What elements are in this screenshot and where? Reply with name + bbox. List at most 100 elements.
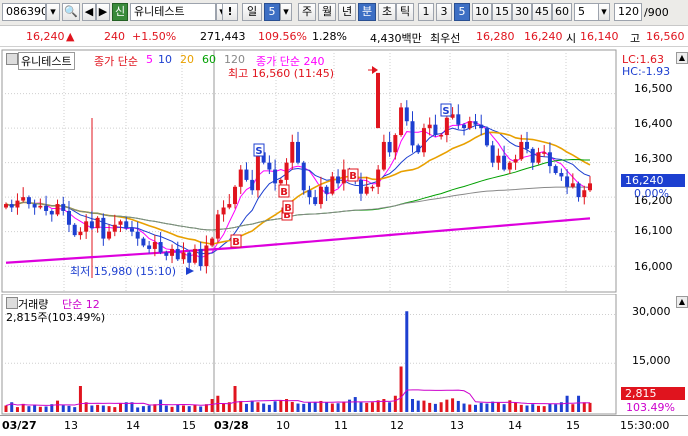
candle-body[interactable] — [32, 204, 37, 208]
interval-button-3[interactable]: 3 — [436, 3, 452, 21]
candle-body[interactable] — [479, 124, 484, 129]
volume-bar[interactable] — [302, 403, 306, 412]
candle-body[interactable] — [381, 141, 386, 170]
vol-scroll-icon[interactable]: ▲ — [676, 296, 688, 308]
volume-bar[interactable] — [147, 405, 151, 413]
candle-body[interactable] — [336, 176, 341, 184]
prev-stock-button[interactable]: ◀ — [82, 3, 96, 21]
candle-body[interactable] — [439, 135, 444, 137]
candle-body[interactable] — [61, 204, 66, 211]
candle-body[interactable] — [496, 155, 501, 163]
next-stock-button[interactable]: ▶ — [96, 3, 110, 21]
volume-bar[interactable] — [33, 404, 37, 412]
candle-body[interactable] — [519, 141, 524, 160]
candle-body[interactable] — [444, 117, 449, 136]
candle-body[interactable] — [490, 145, 495, 163]
volume-bar[interactable] — [256, 402, 260, 412]
volume-bar[interactable] — [73, 407, 77, 412]
volume-bar[interactable] — [170, 406, 174, 412]
volume-bar[interactable] — [176, 404, 180, 412]
volume-bar[interactable] — [479, 402, 483, 412]
volume-bar[interactable] — [193, 404, 197, 412]
search-icon[interactable]: 🔍 — [62, 3, 80, 21]
volume-bar[interactable] — [119, 403, 123, 412]
stock-name-field[interactable]: 유니테스트 — [130, 3, 216, 21]
candle-body[interactable] — [433, 124, 438, 136]
volume-bar[interactable] — [101, 405, 105, 413]
period-day-button[interactable]: 일 — [242, 3, 262, 21]
volume-bar[interactable] — [153, 404, 157, 412]
candle-body[interactable] — [307, 190, 312, 198]
volume-bar[interactable] — [485, 403, 489, 412]
candle-body[interactable] — [44, 205, 49, 211]
high-candle[interactable] — [376, 72, 380, 129]
volume-bar[interactable] — [399, 366, 403, 413]
candle-body[interactable] — [484, 128, 489, 146]
candle-body[interactable] — [376, 169, 381, 187]
candle-body[interactable] — [250, 179, 255, 191]
volume-bar[interactable] — [456, 400, 460, 412]
volume-bar[interactable] — [313, 402, 317, 412]
candle-body[interactable] — [313, 197, 318, 205]
candle-body[interactable] — [456, 114, 461, 125]
volume-bar[interactable] — [473, 404, 477, 412]
volume-bar[interactable] — [502, 404, 506, 412]
volume-bar[interactable] — [462, 403, 466, 412]
volume-bar[interactable] — [50, 404, 54, 412]
candle-body[interactable] — [255, 152, 260, 191]
volume-bar[interactable] — [239, 400, 243, 412]
candle-body[interactable] — [399, 107, 404, 136]
candle-body[interactable] — [410, 121, 415, 146]
candle-body[interactable] — [9, 204, 14, 208]
volume-bar[interactable] — [525, 405, 529, 413]
candle-body[interactable] — [198, 248, 203, 267]
candle-body[interactable] — [364, 186, 369, 194]
candle-body[interactable] — [141, 238, 146, 246]
volume-bar[interactable] — [422, 400, 426, 412]
volume-bar[interactable] — [4, 405, 8, 413]
candle-body[interactable] — [175, 248, 180, 260]
volume-bar[interactable] — [496, 402, 500, 412]
buy-signal-icon[interactable] — [230, 234, 242, 248]
volume-bar[interactable] — [411, 399, 415, 412]
candle-body[interactable] — [15, 200, 20, 208]
sell-signal-icon[interactable] — [440, 103, 452, 117]
volume-bar[interactable] — [514, 402, 518, 412]
volume-bar[interactable] — [508, 400, 512, 412]
candle-body[interactable] — [107, 231, 112, 239]
candle-body[interactable] — [284, 162, 289, 180]
candle-body[interactable] — [530, 148, 535, 163]
period-tab-3[interactable]: 분 — [358, 3, 376, 21]
volume-bar[interactable] — [330, 403, 334, 412]
volume-bar[interactable] — [222, 403, 226, 412]
interval-button-5[interactable]: 5 — [454, 3, 470, 21]
candle-body[interactable] — [129, 228, 134, 232]
volume-bar[interactable] — [199, 406, 203, 412]
volume-bar[interactable] — [61, 405, 65, 412]
candle-body[interactable] — [244, 169, 249, 180]
candle-body[interactable] — [4, 204, 8, 208]
candle-body[interactable] — [502, 155, 507, 170]
interval-dropdown[interactable]: ▾ — [598, 3, 610, 21]
volume-bar[interactable] — [44, 406, 48, 412]
candle-body[interactable] — [582, 190, 587, 198]
candle-body[interactable] — [588, 183, 592, 191]
candle-body[interactable] — [553, 166, 558, 173]
candle-body[interactable] — [95, 217, 100, 229]
volume-bar[interactable] — [285, 399, 289, 412]
count-input[interactable]: 120 — [614, 3, 642, 21]
candle-body[interactable] — [290, 141, 295, 163]
volume-bar[interactable] — [519, 404, 523, 412]
candle-body[interactable] — [187, 252, 192, 263]
volume-bar[interactable] — [10, 402, 14, 412]
interval-button-60[interactable]: 60 — [552, 3, 572, 21]
buy-signal-icon[interactable] — [347, 168, 359, 182]
period-tab-5[interactable]: 틱 — [396, 3, 414, 21]
volume-bar[interactable] — [468, 404, 472, 412]
period-tab-1[interactable]: 월 — [318, 3, 336, 21]
volume-bar[interactable] — [90, 405, 94, 413]
volume-bar[interactable] — [531, 404, 535, 412]
candle-body[interactable] — [267, 162, 272, 170]
interval-button-45[interactable]: 45 — [532, 3, 552, 21]
